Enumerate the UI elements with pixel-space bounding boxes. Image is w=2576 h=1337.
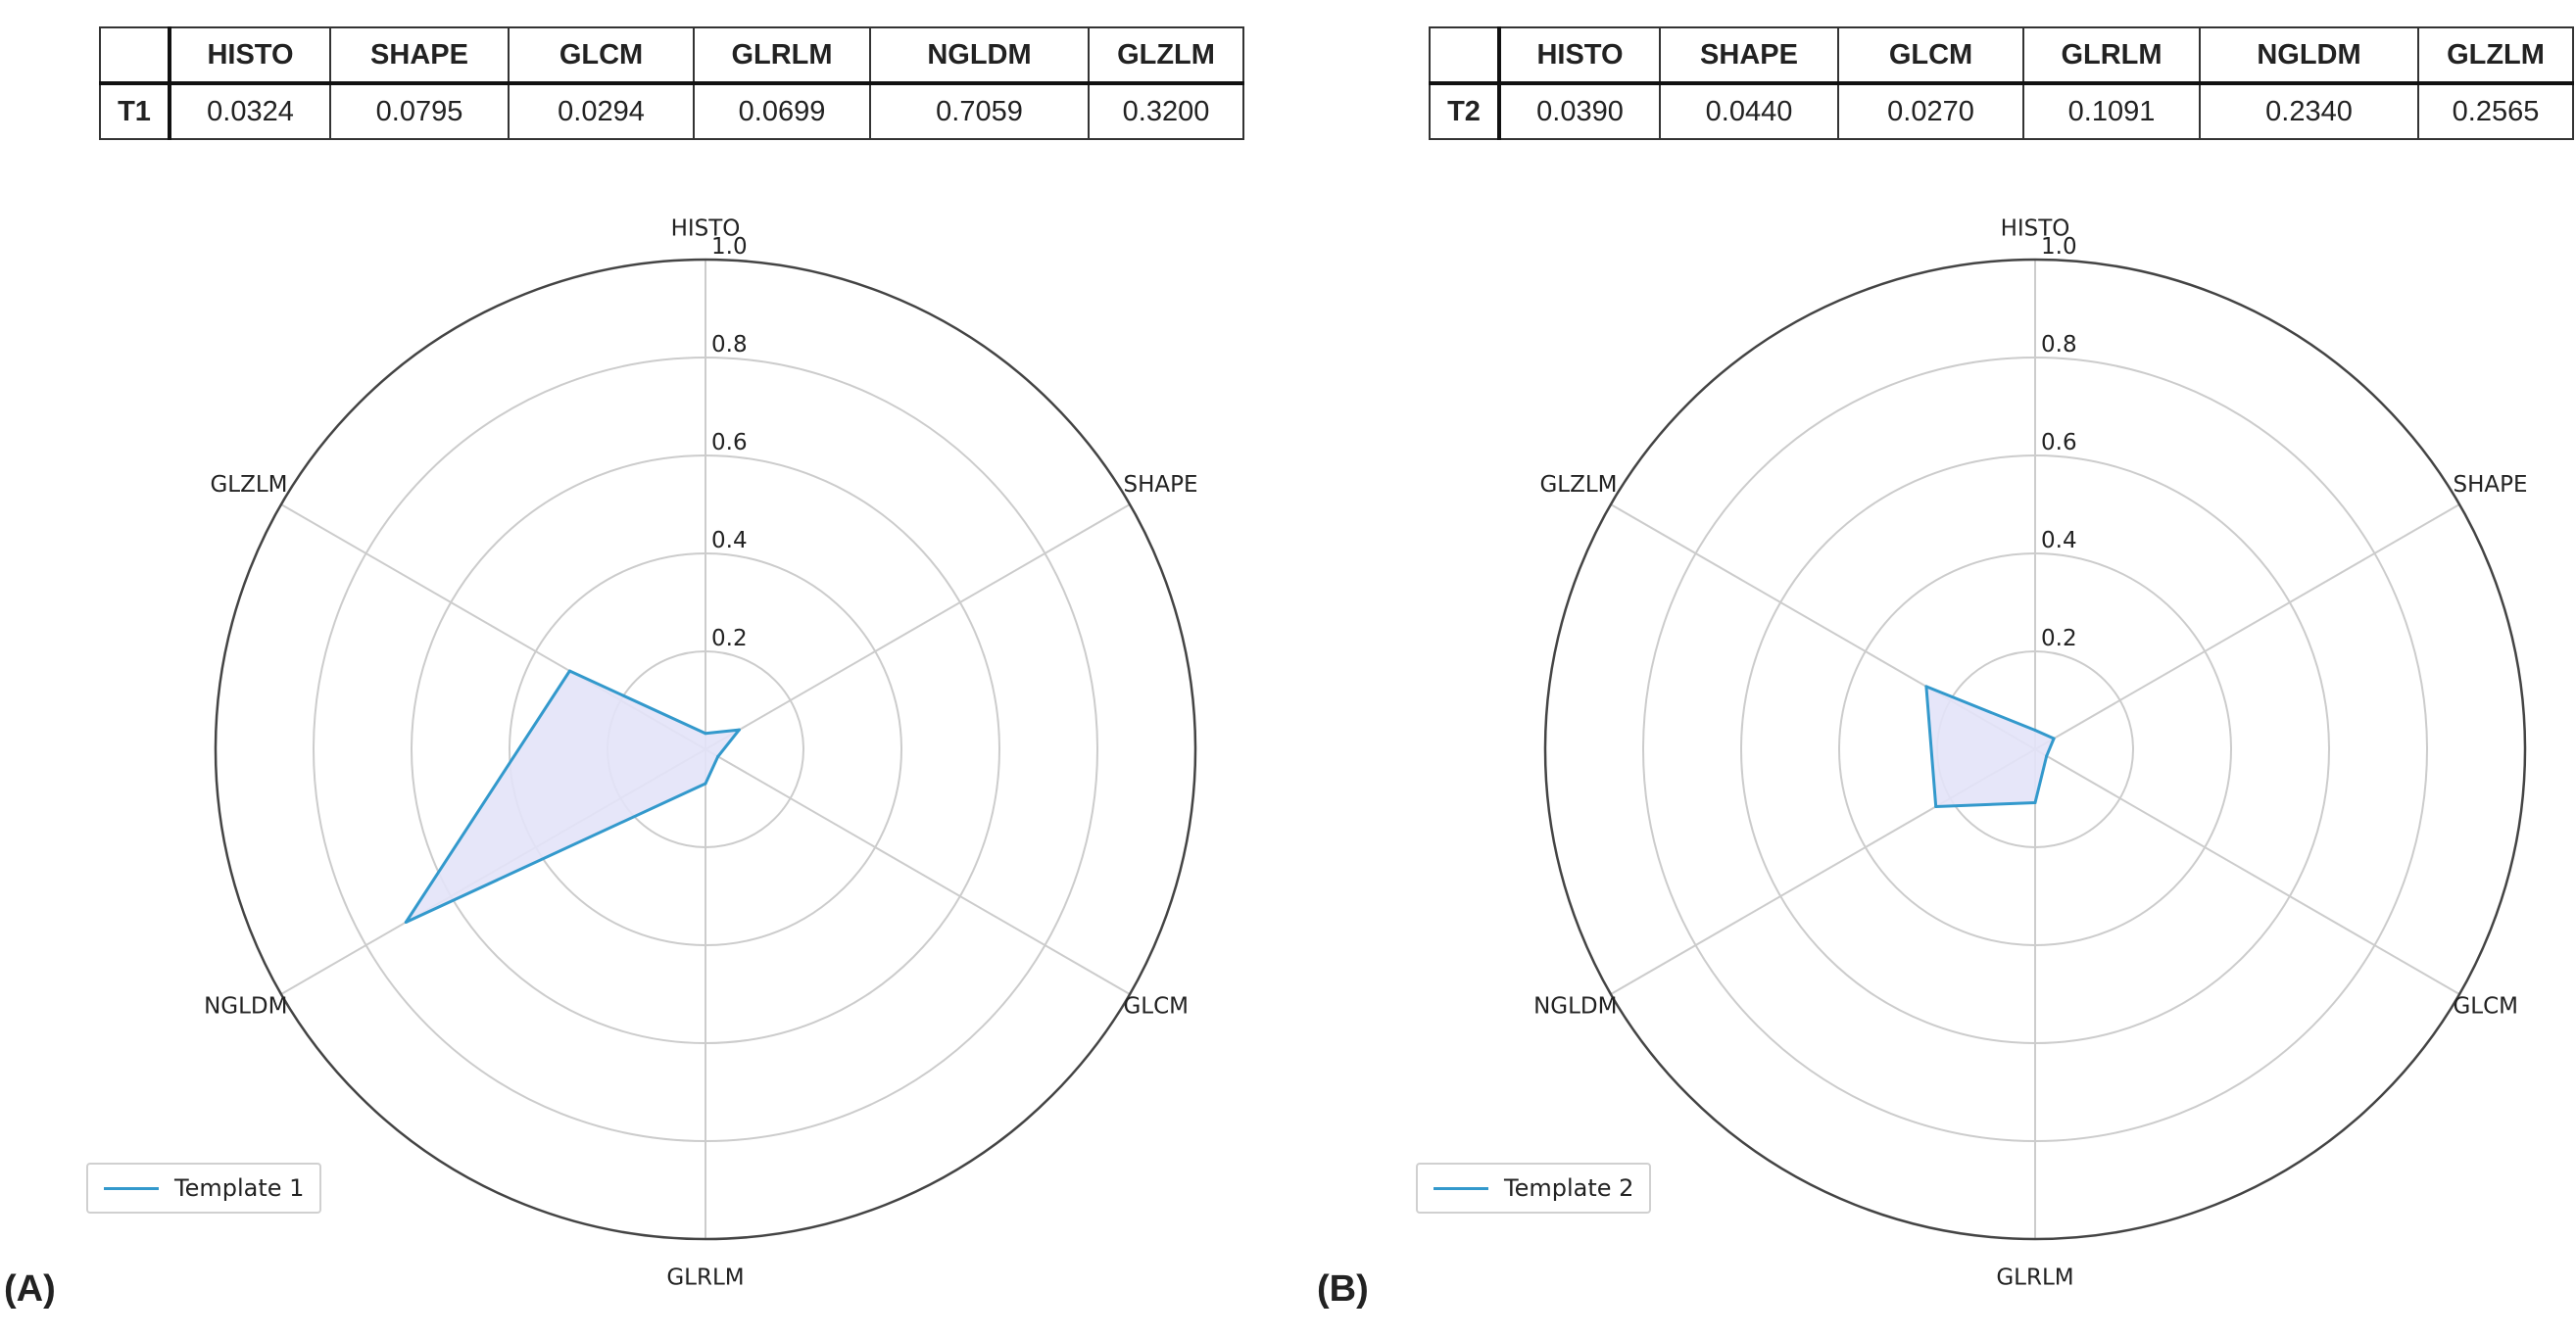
column-header: GLCM (1837, 26, 2024, 85)
category-label: GLRLM (1996, 1265, 2073, 1291)
radial-tick-label: 1.0 (711, 234, 748, 260)
table-row: T1 0.0324 0.0795 0.0294 0.0699 0.7059 0.… (99, 82, 1244, 140)
category-label: GLZLM (210, 472, 287, 498)
legend: Template 1 (86, 1163, 322, 1214)
table-corner-cell (99, 26, 171, 85)
category-label: SHAPE (2453, 472, 2527, 498)
table-cell: 0.0294 (508, 82, 695, 140)
series-area (406, 671, 740, 923)
table-cell: 0.7059 (869, 82, 1090, 140)
panel-b: HISTO SHAPE GLCM GLRLM NGLDM GLZLM T2 0.… (1317, 0, 2576, 1337)
radial-tick-label: 0.8 (2041, 332, 2077, 358)
column-header: GLZLM (2417, 26, 2574, 85)
radial-tick-label: 0.8 (711, 332, 748, 358)
radial-tick-label: 0.2 (711, 626, 748, 651)
column-header: HISTO (1498, 26, 1661, 85)
panel-label: (B) (1317, 1268, 1369, 1310)
legend: Template 2 (1416, 1163, 1652, 1214)
panel-a: HISTO SHAPE GLCM GLRLM NGLDM GLZLM T1 0.… (4, 26, 1244, 1310)
table-cell: 0.0699 (693, 82, 871, 140)
category-label: NGLDM (204, 993, 287, 1019)
outer-circle (1543, 258, 2527, 1241)
data-point (716, 754, 720, 758)
data-point (2045, 754, 2049, 758)
radial-tick-label: 1.0 (2041, 234, 2077, 260)
axis-spoke (2034, 748, 2460, 995)
table-header-row: HISTO SHAPE GLCM GLRLM NGLDM GLZLM (1429, 26, 2574, 85)
row-label: T2 (1429, 82, 1501, 140)
category-label: NGLDM (1533, 993, 1617, 1019)
data-point (704, 732, 707, 736)
table-cell: 0.2340 (2199, 82, 2419, 140)
column-header: SHAPE (329, 26, 510, 85)
panel-label: (A) (4, 1268, 56, 1310)
axis-spoke (705, 748, 1131, 995)
category-label: GLCM (1123, 993, 1189, 1019)
category-label: GLRLM (666, 1265, 744, 1291)
table-cell: 0.3200 (1088, 82, 1244, 140)
data-point (404, 921, 408, 924)
table-cell: 0.2565 (2417, 82, 2574, 140)
row-label: T1 (99, 82, 171, 140)
table-cell: 0.0795 (329, 82, 510, 140)
column-header: NGLDM (869, 26, 1090, 85)
category-label: HISTO (2001, 216, 2070, 242)
data-point (2052, 737, 2056, 740)
data-point (2033, 729, 2037, 732)
radial-tick-label: 0.6 (2041, 430, 2077, 455)
table-cell: 0.1091 (2022, 82, 2201, 140)
data-point (704, 782, 707, 786)
series-area (1925, 686, 2055, 807)
data-point (567, 669, 571, 673)
radial-tick-label: 0.6 (711, 430, 748, 455)
category-label: GLCM (2453, 993, 2518, 1019)
legend-label: Template 1 (174, 1174, 305, 1202)
legend-swatch (1434, 1186, 1488, 1190)
table-cell: 0.0390 (1498, 82, 1661, 140)
table-corner-cell (1429, 26, 1501, 85)
legend-swatch (104, 1186, 159, 1190)
table-cell: 0.0324 (169, 82, 331, 140)
column-header: GLZLM (1088, 26, 1244, 85)
category-label: GLZLM (1539, 472, 1617, 498)
table-header-row: HISTO SHAPE GLCM GLRLM NGLDM GLZLM (99, 26, 1244, 85)
axis-spoke (705, 503, 1131, 750)
column-header: NGLDM (2199, 26, 2419, 85)
category-label: HISTO (671, 216, 741, 242)
column-header: HISTO (169, 26, 331, 85)
metrics-table: HISTO SHAPE GLCM GLRLM NGLDM GLZLM T1 0.… (99, 26, 1244, 140)
metrics-table: HISTO SHAPE GLCM GLRLM NGLDM GLZLM T2 0.… (1429, 26, 2574, 140)
table-cell: 0.0440 (1659, 82, 1839, 140)
category-label: SHAPE (1123, 472, 1197, 498)
radial-tick-label: 0.2 (2041, 626, 2077, 651)
column-header: GLRLM (2022, 26, 2201, 85)
column-header: GLCM (508, 26, 695, 85)
table-cell: 0.0270 (1837, 82, 2024, 140)
radial-tick-label: 0.4 (711, 528, 748, 553)
column-header: GLRLM (693, 26, 871, 85)
column-header: SHAPE (1659, 26, 1839, 85)
axis-spoke (2034, 503, 2460, 750)
data-point (1934, 805, 1938, 808)
data-point (1924, 685, 1928, 689)
data-point (2033, 801, 2037, 804)
data-point (737, 728, 741, 732)
outer-circle (214, 258, 1197, 1241)
radial-tick-label: 0.4 (2041, 528, 2077, 553)
table-row: T2 0.0390 0.0440 0.0270 0.1091 0.2340 0.… (1429, 82, 2574, 140)
legend-label: Template 2 (1504, 1174, 1634, 1202)
